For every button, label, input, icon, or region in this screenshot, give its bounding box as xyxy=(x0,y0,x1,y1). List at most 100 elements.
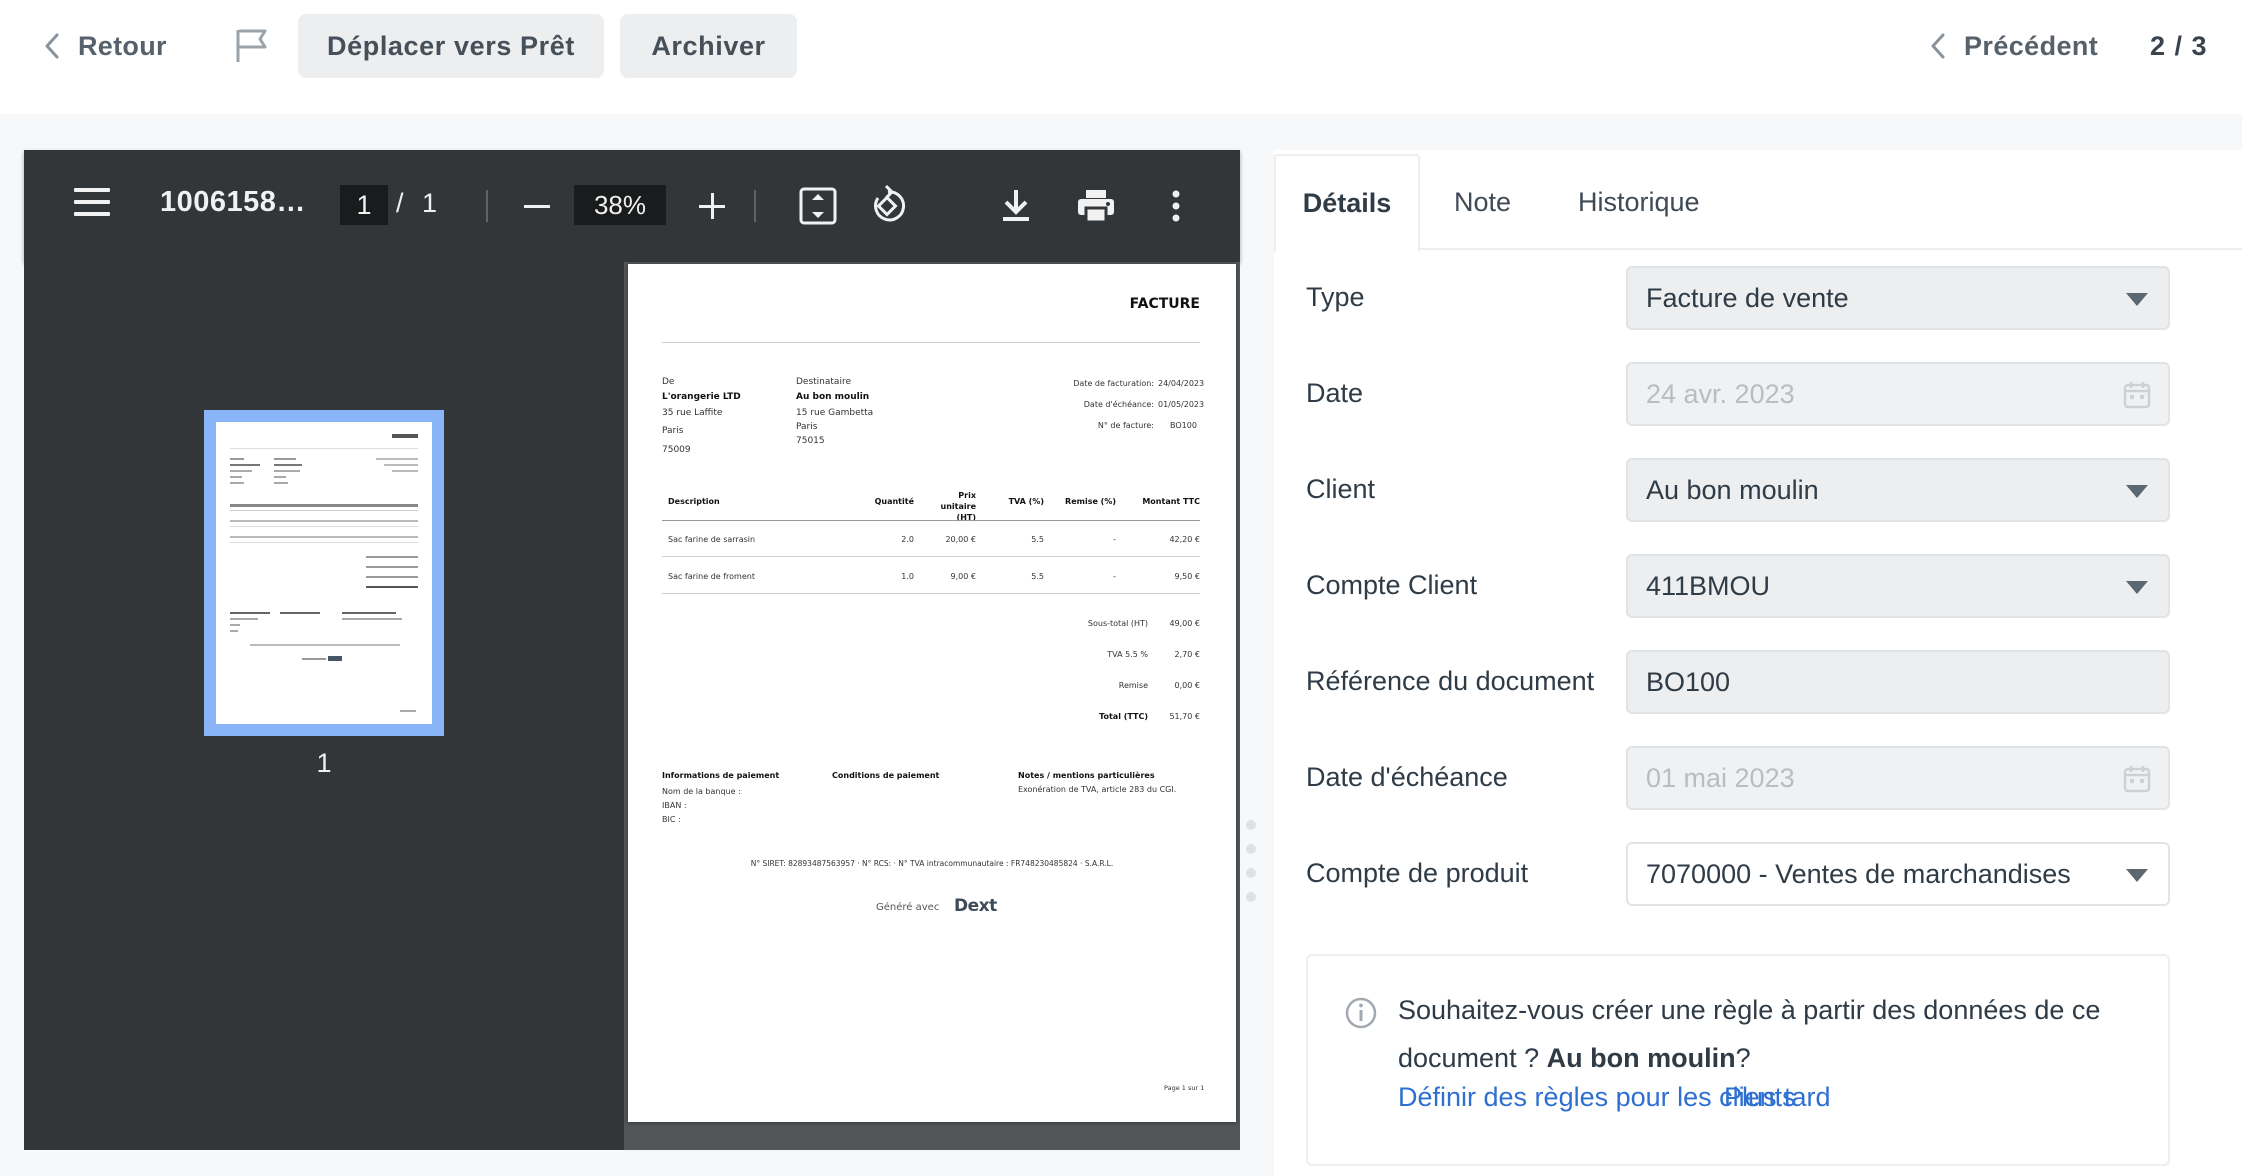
to-zip: 75015 xyxy=(796,436,825,446)
page-number-input[interactable]: 1 xyxy=(340,185,388,225)
page-separator: / xyxy=(396,188,404,218)
to-label: Destinataire xyxy=(796,377,851,387)
fit-page-icon[interactable] xyxy=(796,184,840,228)
later-link[interactable]: Plus tard xyxy=(1724,1082,1831,1112)
row1-description: Sac farine de sarrasin xyxy=(668,535,756,544)
invoice-number-value: BO100 xyxy=(1170,421,1197,430)
from-street: 35 rue Laffite xyxy=(662,408,723,418)
notes-title: Notes / mentions particulières xyxy=(1018,771,1155,780)
calendar-icon xyxy=(2123,382,2151,409)
type-label: Type xyxy=(1306,282,1365,312)
date-value: 24 avr. 2023 xyxy=(1646,378,1795,409)
subtotal-label: Sous-total (HT) xyxy=(1087,619,1148,628)
toolbar-divider xyxy=(754,190,756,222)
discount-total-label: Remise xyxy=(1118,681,1148,690)
tab-details[interactable]: Détails xyxy=(1274,154,1420,252)
row2-vat: 5.5 xyxy=(1031,572,1044,581)
info-icon xyxy=(1345,997,1377,1029)
rule-question-mark: ? xyxy=(1735,1043,1751,1073)
pdf-toolbar: 1006158… 1 / 1 38% xyxy=(24,150,1240,262)
due-date-value: 01 mai 2023 xyxy=(1646,762,1795,793)
client-account-select[interactable]: 411BMOU xyxy=(1626,554,2170,618)
vat-total-label: TVA 5.5 % xyxy=(1107,650,1148,659)
row1-vat: 5.5 xyxy=(1031,535,1044,544)
thumbnail-page-preview xyxy=(216,422,432,724)
row2-discount: - xyxy=(1113,572,1116,581)
menu-icon[interactable] xyxy=(74,188,110,218)
table-header-divider xyxy=(662,520,1200,521)
archive-button[interactable]: Archiver xyxy=(620,14,797,78)
generated-with-label: Généré avec xyxy=(876,902,940,913)
payment-bank: Nom de la banque : xyxy=(662,787,741,796)
pdf-viewer: 1006158… 1 / 1 38% xyxy=(24,150,1256,1150)
product-account-select[interactable]: 7070000 - Ventes de marchandises xyxy=(1626,842,2170,906)
zoom-input[interactable]: 38% xyxy=(574,185,666,225)
caret-down-icon xyxy=(2126,485,2148,498)
tab-note[interactable]: Note xyxy=(1454,186,1512,217)
page-total: 1 xyxy=(422,188,438,218)
previous-button[interactable]: Précédent xyxy=(1930,22,2098,70)
resize-handle[interactable] xyxy=(1246,820,1258,902)
row2-unit-price: 9,00 € xyxy=(950,572,976,581)
download-icon[interactable] xyxy=(994,184,1038,228)
toolbar-divider xyxy=(486,190,488,222)
calendar-icon xyxy=(2123,766,2151,793)
col-total: Montant TTC xyxy=(1142,497,1200,506)
col-description: Description xyxy=(668,497,720,506)
reference-label: Référence du document xyxy=(1306,666,1595,696)
from-zip: 75009 xyxy=(662,445,691,455)
back-button[interactable]: Retour xyxy=(44,22,167,70)
due-date-label: Date d'échéance: xyxy=(1083,400,1154,409)
row1-discount: - xyxy=(1113,535,1116,544)
thumbnail-page-number: 1 xyxy=(316,748,332,778)
rotate-icon[interactable] xyxy=(866,184,910,228)
invoice-heading: FACTURE xyxy=(1129,296,1200,312)
row1-unit-price: 20,00 € xyxy=(945,535,976,544)
row-divider xyxy=(662,593,1200,594)
col-unit-price: Prix unitaire (HT) xyxy=(940,491,976,523)
type-select[interactable]: Facture de vente xyxy=(1626,266,2170,330)
caret-down-icon xyxy=(2126,293,2148,306)
dext-logo: Dext xyxy=(954,896,997,916)
due-date-field[interactable]: 01 mai 2023 xyxy=(1626,746,2170,810)
move-to-ready-button[interactable]: Déplacer vers Prêt xyxy=(298,14,604,78)
row2-quantity: 1.0 xyxy=(901,572,914,581)
thumbnail-sidebar: 1 xyxy=(24,262,624,1150)
from-city: Paris xyxy=(662,426,684,436)
flag-icon[interactable] xyxy=(232,26,272,66)
row-divider xyxy=(662,556,1200,557)
back-label: Retour xyxy=(78,30,167,61)
zoom-in-button[interactable] xyxy=(692,186,732,226)
details-panel: Détails Note Historique Type Facture de … xyxy=(1274,150,2242,1176)
col-discount: Remise (%) xyxy=(1065,497,1116,506)
panel-tabs: Détails Note Historique xyxy=(1274,150,2242,252)
due-date-value: 01/05/2023 xyxy=(1158,400,1205,409)
more-vert-icon[interactable] xyxy=(1154,184,1198,228)
zoom-out-button[interactable] xyxy=(518,188,558,224)
legal-mentions: N° SIRET: 82893487563957 · N° RCS: · N° … xyxy=(750,859,1114,868)
payment-iban: IBAN : xyxy=(662,801,687,810)
row2-total: 9,50 € xyxy=(1174,572,1200,581)
rule-client-name: Au bon moulin xyxy=(1546,1043,1736,1073)
print-icon[interactable] xyxy=(1074,184,1118,228)
notes-text: Exonération de TVA, article 283 du CGI. xyxy=(1018,785,1177,794)
client-label: Client xyxy=(1306,474,1376,504)
reference-value: BO100 xyxy=(1646,666,1731,697)
payment-title: Informations de paiement xyxy=(662,771,780,780)
caret-down-icon xyxy=(2126,581,2148,594)
subtotal-value: 49,00 € xyxy=(1169,619,1200,628)
reference-input[interactable]: BO100 xyxy=(1626,650,2170,714)
client-account-label: Compte Client xyxy=(1306,570,1478,600)
client-select[interactable]: Au bon moulin xyxy=(1626,458,2170,522)
rule-suggestion-box: Souhaitez-vous créer une règle à partir … xyxy=(1306,954,2170,1166)
grand-total-value: 51,70 € xyxy=(1169,712,1200,721)
row1-quantity: 2.0 xyxy=(901,535,914,544)
chevron-left-icon xyxy=(1931,33,1945,59)
product-account-label: Compte de produit xyxy=(1306,858,1529,888)
define-client-rules-link[interactable]: Définir des règles pour les clients xyxy=(1398,1082,1796,1112)
tab-history[interactable]: Historique xyxy=(1578,186,1700,217)
page-thumbnail[interactable] xyxy=(204,410,444,736)
rule-suggestion-text: Souhaitez-vous créer une règle à partir … xyxy=(1398,986,2138,1082)
date-field[interactable]: 24 avr. 2023 xyxy=(1626,362,2170,426)
type-value: Facture de vente xyxy=(1646,282,1849,313)
